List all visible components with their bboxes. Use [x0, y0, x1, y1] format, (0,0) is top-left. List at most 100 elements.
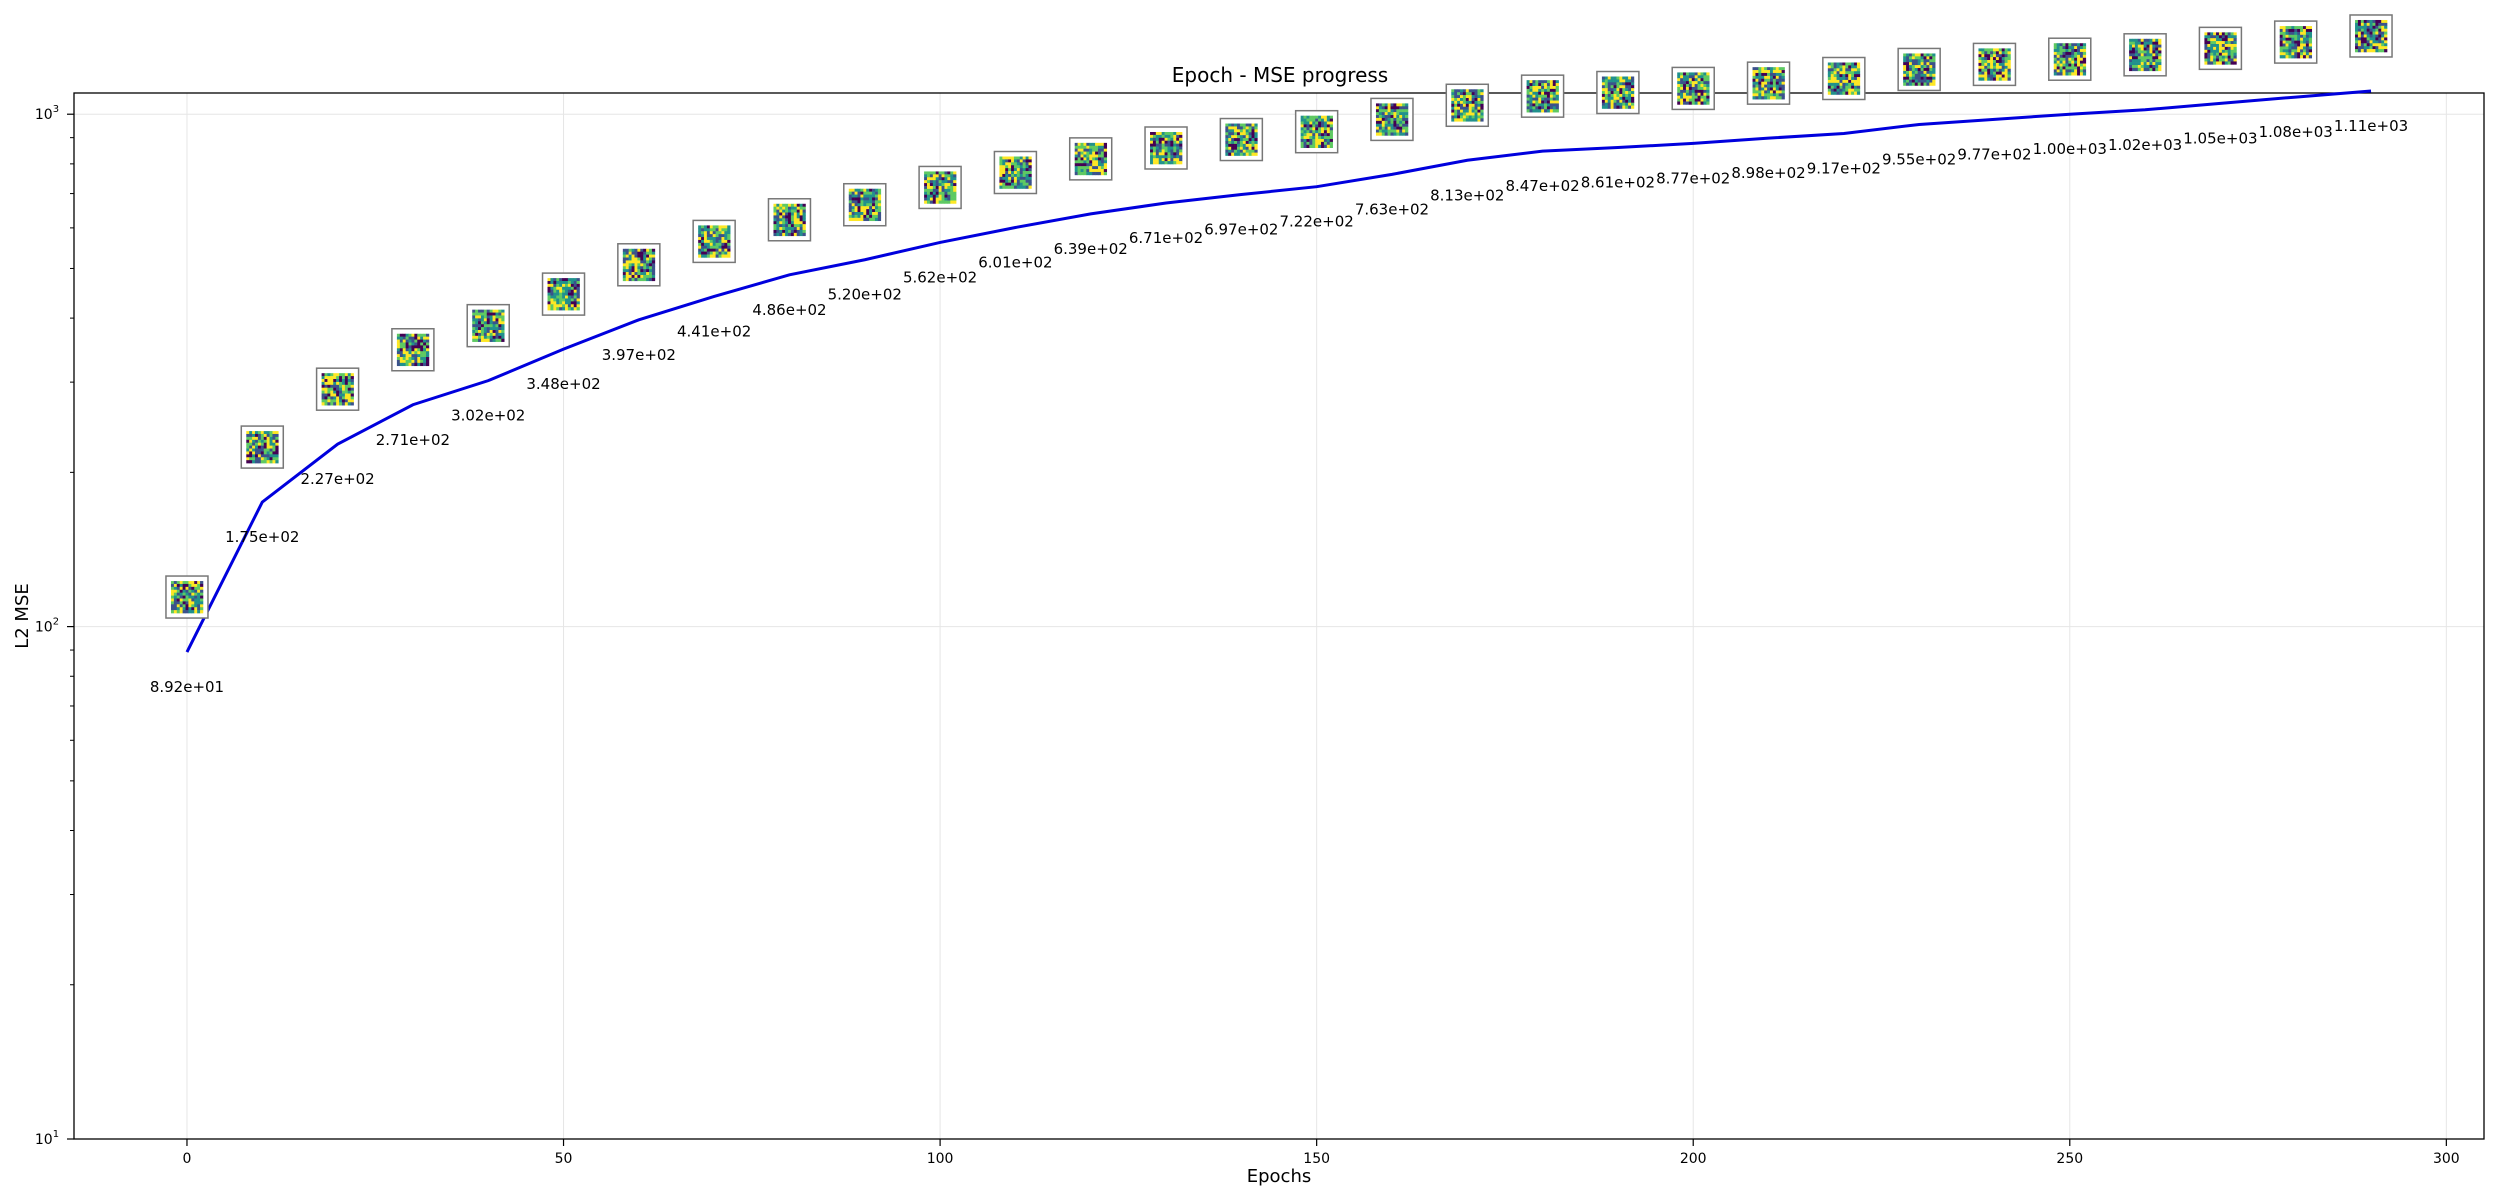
thumbnail-pixel [709, 239, 713, 244]
thumbnail-pixel [324, 387, 328, 391]
thumbnail-pixel [1019, 182, 1023, 186]
thumbnail-pixel [1755, 90, 1759, 94]
thumbnail-pixel [170, 581, 175, 585]
thumbnail-pixel [275, 442, 279, 446]
thumbnail-pixel [1390, 109, 1394, 113]
thumbnail-pixel [1013, 171, 1018, 175]
thumbnail-pixel [2152, 44, 2156, 48]
thumbnail-pixel [1306, 138, 1310, 143]
thumbnail-pixel [1329, 141, 1333, 146]
thumbnail-pixel [2137, 64, 2142, 69]
thumbnail-pixel [715, 254, 719, 258]
thumbnail-pixel [260, 436, 265, 441]
thumbnail-pixel [2305, 43, 2310, 47]
thumbnail-pixel [1610, 88, 1614, 92]
thumbnail-pixel [790, 215, 795, 219]
thumbnail-pixel [480, 330, 485, 334]
thumbnail-pixel [2155, 56, 2159, 60]
thumbnail-pixel [2082, 49, 2087, 53]
thumbnail-pixel [637, 257, 641, 261]
thumbnail-pixel [1990, 74, 1994, 78]
thumbnail-pixel [182, 589, 186, 593]
thumbnail-pixel [339, 373, 343, 377]
thumbnail-pixel [640, 248, 644, 252]
thumbnail-pixel [1827, 91, 1832, 95]
thumbnail-pixel [857, 200, 861, 204]
thumbnail-pixel [1228, 138, 1232, 142]
thumbnail-pixel [492, 330, 496, 334]
thumbnail-pixel [785, 221, 789, 225]
thumbnail-pixel [2218, 32, 2223, 36]
thumbnail-pixel [712, 254, 716, 258]
thumbnail-pixel [869, 217, 873, 222]
thumbnail-pixel [703, 239, 708, 244]
thumbnail-pixel [874, 191, 879, 195]
thumbnail-pixel [2218, 61, 2223, 65]
thumbnail-pixel [2155, 59, 2159, 63]
thumbnail-pixel [185, 607, 189, 611]
thumbnail-pixel [327, 393, 331, 397]
thumbnail-pixel [1300, 121, 1304, 125]
thumbnail-pixel [2384, 49, 2388, 53]
thumbnail-pixel [1323, 127, 1328, 131]
thumbnail-pixel [2363, 34, 2367, 38]
thumbnail-pixel [2291, 43, 2295, 47]
thumbnail-pixel [2001, 68, 2005, 72]
thumbnail-pixel [1607, 99, 1611, 103]
thumbnail-pixel [932, 183, 937, 187]
thumbnail-pixel [1155, 155, 1160, 159]
thumbnail-pixel [1236, 126, 1241, 130]
thumbnail-pixel [495, 315, 499, 319]
thumbnail-pixel [1390, 106, 1394, 110]
thumbnail-pixel [1552, 91, 1556, 96]
thumbnail-pixel [402, 339, 406, 343]
thumbnail-pixel [1848, 79, 1852, 84]
thumbnail-pixel [1616, 93, 1620, 98]
thumbnail-pixel [1535, 97, 1539, 101]
thumbnail-pixel [866, 209, 870, 213]
thumbnail-pixel [1011, 171, 1015, 175]
thumbnail-pixel [1755, 93, 1759, 97]
thumbnail-pixel [953, 197, 957, 201]
thumbnail-pixel [637, 248, 641, 252]
thumbnail-pixel [941, 171, 945, 175]
thumbnail-pixel [848, 188, 852, 192]
thumbnail-pixel [1326, 115, 1331, 119]
thumbnail-pixel [625, 269, 629, 273]
thumbnail-pixel [718, 228, 722, 232]
thumbnail-pixel [1995, 71, 2000, 75]
thumbnail-pixel [1013, 165, 1018, 169]
thumbnail-pixel [194, 595, 198, 599]
thumbnail-pixel [176, 592, 180, 596]
thumbnail-pixel [1625, 93, 1629, 98]
thumbnail-pixel [1998, 71, 2003, 75]
thumbnail-pixel [866, 197, 870, 201]
thumbnail-pixel [1700, 92, 1704, 96]
thumbnail-pixel [2366, 22, 2370, 27]
thumbnail-pixel [877, 188, 882, 192]
thumbnail-pixel [1778, 96, 1782, 100]
thumbnail-pixel [727, 231, 731, 235]
thumbnail-pixel [2082, 46, 2087, 50]
thumbnail-pixel [1775, 84, 1780, 88]
thumbnail-pixel [2152, 38, 2156, 43]
thumbnail-pixel [1758, 81, 1762, 85]
thumbnail-pixel [1074, 154, 1078, 158]
thumbnail-pixel [417, 333, 421, 337]
thumbnail-pixel [2068, 43, 2072, 47]
thumbnail-pixel [2082, 72, 2087, 76]
thumbnail-pixel [1914, 53, 1918, 57]
thumbnail-pixel [333, 376, 337, 380]
thumbnail-pixel [1987, 68, 1991, 72]
thumbnail-pixel [2204, 61, 2208, 65]
thumbnail-pixel [796, 209, 800, 213]
y-axis-label: L2 MSE [12, 583, 33, 649]
thumbnail-pixel [877, 212, 882, 216]
thumbnail-pixel [1920, 56, 1924, 60]
thumbnail-pixel [1929, 56, 1933, 60]
thumbnail-pixel [1908, 62, 1913, 66]
thumbnail-pixel [649, 272, 653, 276]
thumbnail-pixel [1471, 115, 1475, 119]
thumbnail-pixel [266, 454, 270, 458]
thumbnail-pixel [1005, 165, 1009, 169]
